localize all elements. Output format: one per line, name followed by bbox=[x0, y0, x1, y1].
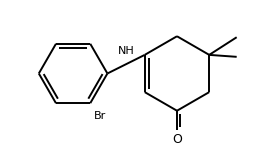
Text: NH: NH bbox=[117, 46, 134, 56]
Text: Br: Br bbox=[94, 111, 106, 121]
Text: O: O bbox=[171, 133, 181, 146]
